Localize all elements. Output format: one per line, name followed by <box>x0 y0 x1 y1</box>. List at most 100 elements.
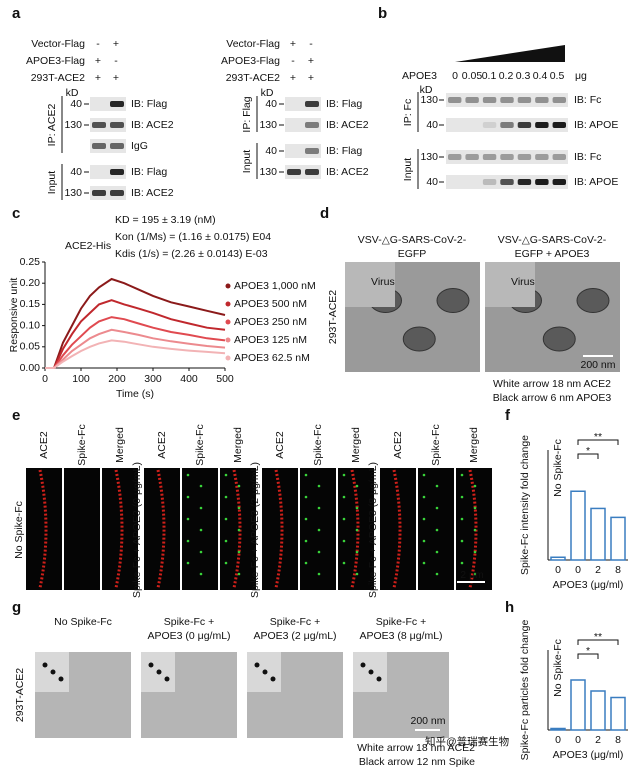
channel-label: Spike-Fc <box>430 424 442 465</box>
kd-value: 40 <box>70 166 82 178</box>
band <box>482 179 497 185</box>
band <box>110 122 124 128</box>
spike-signal <box>317 572 321 576</box>
em-inset <box>485 262 535 307</box>
ib-label: IB: ACE2 <box>131 119 174 131</box>
x-tick-label: 0 <box>555 734 561 746</box>
band <box>92 190 106 196</box>
ib-label: IB: Flag <box>326 98 362 110</box>
ib-label: IB: APOE <box>574 176 618 188</box>
spike-signal <box>199 550 203 554</box>
spike-signal <box>237 484 241 488</box>
kd-label: kD <box>420 84 433 96</box>
spike-signal <box>199 528 203 532</box>
channel-label: Spike-Fc <box>194 424 206 465</box>
spike-signal <box>237 506 241 510</box>
condition-mark: + <box>308 55 314 67</box>
panel-label: d <box>320 205 329 222</box>
band <box>535 122 549 128</box>
ib-label: IB: ACE2 <box>326 119 369 131</box>
spike-signal <box>435 484 439 488</box>
legend-marker <box>225 319 231 325</box>
arrow-legend: Black arrow 6 nm APOE3 <box>493 392 612 404</box>
ace2-signal <box>274 469 284 589</box>
bar-annotation: No Spike-Fc <box>552 439 564 497</box>
significance-label: ** <box>594 631 602 643</box>
legend-marker <box>225 337 231 343</box>
spike-signal <box>237 550 241 554</box>
bar <box>590 507 606 561</box>
spike-signal <box>422 561 426 565</box>
x-tick-label: 0 <box>555 564 561 576</box>
series-line <box>45 316 226 369</box>
scale-label: 200 nm <box>580 359 615 371</box>
condition-label: Vector-Flag <box>226 38 280 50</box>
condition-mark: - <box>114 55 118 67</box>
spike-signal <box>355 550 359 554</box>
ace2-signal <box>468 469 478 589</box>
gold-particle <box>50 669 56 675</box>
unit-label: μg <box>575 70 587 82</box>
spike-signal <box>224 495 228 499</box>
group-label: IP: Flag <box>241 96 253 132</box>
condition-label: 293T-ACE2 <box>226 72 280 84</box>
blot <box>90 139 126 153</box>
spike-signal <box>237 528 241 532</box>
spike-signal <box>224 473 228 477</box>
band <box>465 154 479 160</box>
spike-signal <box>304 517 308 521</box>
band <box>448 154 462 160</box>
gold-particle <box>360 662 366 668</box>
kd-value: 130 <box>420 151 438 163</box>
ib-label: IB: Flag <box>131 98 167 110</box>
spike-signal <box>355 572 359 576</box>
condition-title: No Spike-Fc <box>54 616 112 628</box>
gold-particle <box>42 662 48 668</box>
channel-label: Merged <box>468 427 480 463</box>
ace2-signal <box>38 469 48 589</box>
bar <box>610 516 626 561</box>
panel-label: a <box>12 5 21 22</box>
ib-label: IB: Flag <box>131 166 167 178</box>
bar-annotation: No Spike-Fc <box>552 639 564 697</box>
ib-label: IB: APOE <box>574 119 618 131</box>
blot <box>90 118 126 132</box>
band <box>110 190 124 196</box>
band <box>535 154 549 160</box>
condition-label: 293T-ACE2 <box>31 72 85 84</box>
spike-signal <box>224 561 228 565</box>
legend-marker <box>225 355 231 361</box>
panel-label: b <box>378 5 387 22</box>
band <box>482 154 497 160</box>
y-tick-label: 0.20 <box>20 277 41 289</box>
spike-signal <box>342 517 346 521</box>
gold-particle <box>262 669 268 675</box>
condition-title: EGFP <box>398 248 427 260</box>
row-label: 293T-ACE2 <box>327 290 339 344</box>
ace2-signal <box>350 469 360 589</box>
series-line <box>45 328 226 369</box>
bar <box>590 690 606 731</box>
condition-mark: + <box>95 72 101 84</box>
legend-label: APOE3 1,000 nM <box>234 280 316 292</box>
channel-label: Merged <box>232 427 244 463</box>
condition-mark: + <box>290 72 296 84</box>
band <box>287 169 301 175</box>
spike-signal <box>199 484 203 488</box>
inset-label: Virus <box>511 276 535 288</box>
x-tick-label: 8 <box>615 734 621 746</box>
band <box>305 101 319 107</box>
legend-marker <box>225 283 231 289</box>
spike-signal <box>435 572 439 576</box>
condition-label: APOE3-Flag <box>26 55 85 67</box>
y-axis-label: Spike-Fc intensity fold change <box>519 435 531 575</box>
condition-mark: + <box>308 72 314 84</box>
panel-label: g <box>12 599 21 616</box>
legend-label: APOE3 250 nM <box>234 316 307 328</box>
ib-label: IgG <box>131 140 148 152</box>
gold-particle <box>156 669 162 675</box>
virion <box>576 288 610 313</box>
fluorescence-image <box>64 468 100 590</box>
scale-label: 2 μm <box>460 569 484 581</box>
